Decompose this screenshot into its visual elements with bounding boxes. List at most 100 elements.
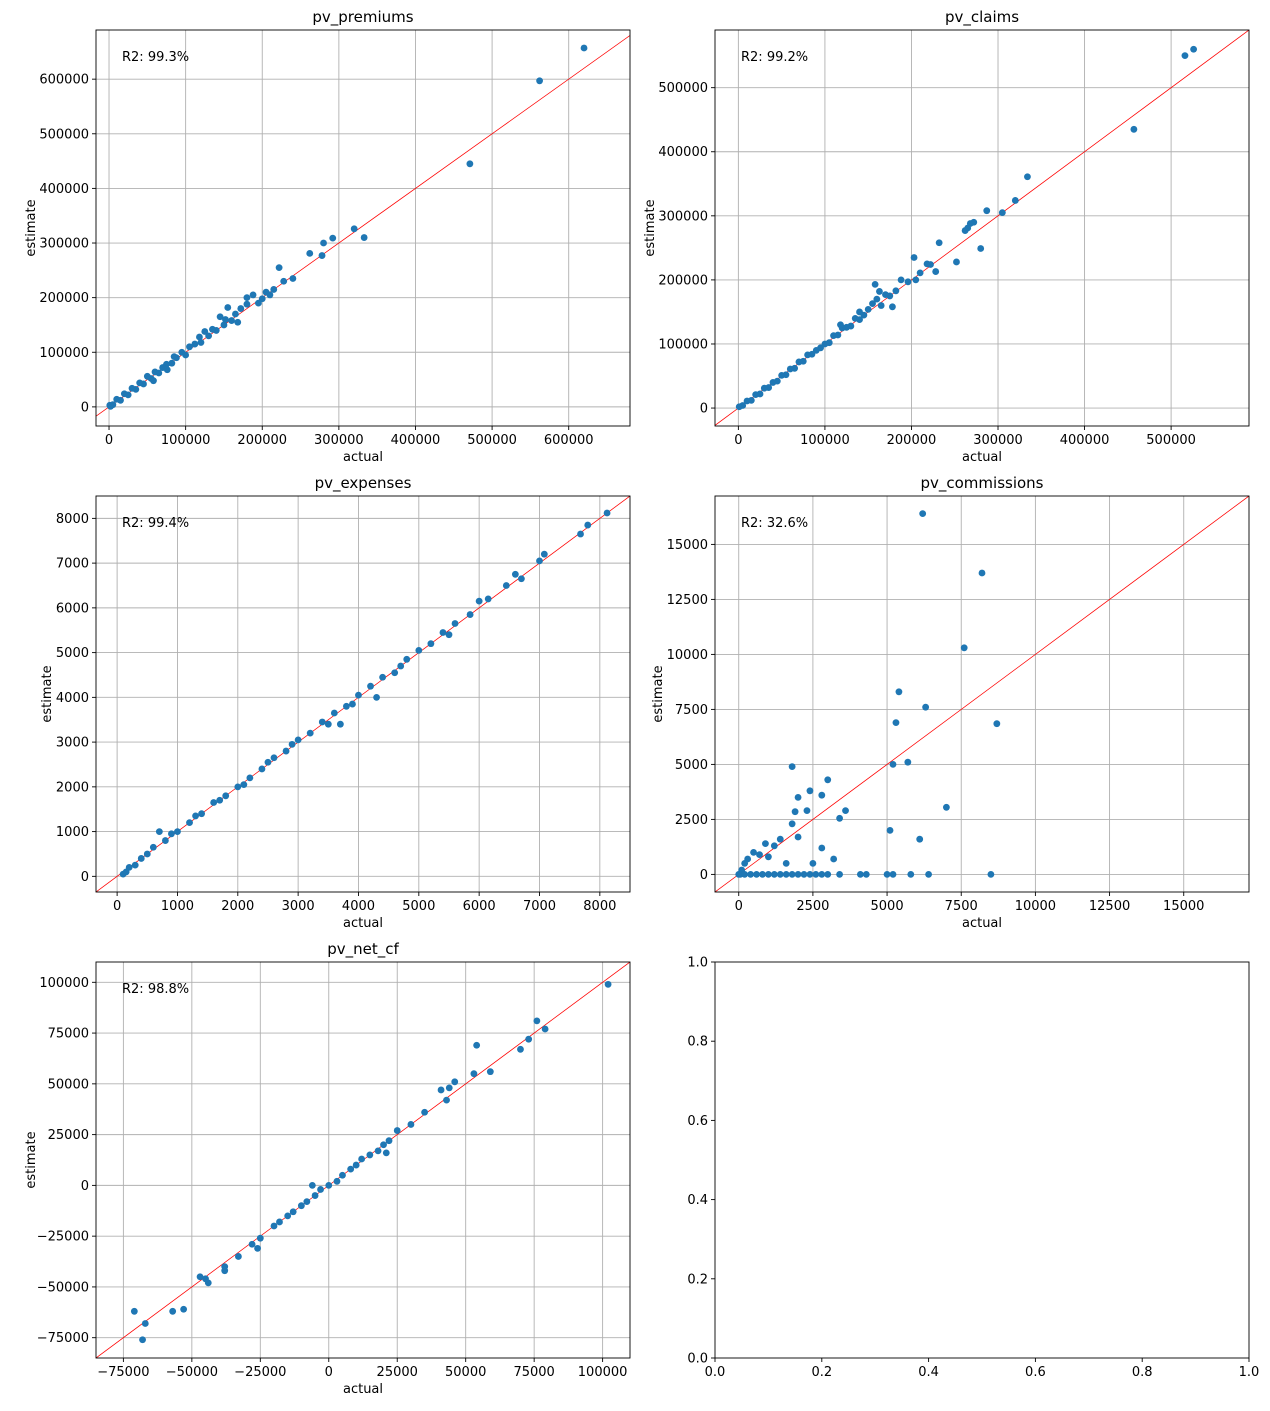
data-point [998, 209, 1006, 217]
data-point [862, 871, 870, 878]
y-axis-label: estimate [24, 199, 39, 256]
data-point [205, 332, 213, 340]
data-point [883, 871, 891, 878]
y-tick-label: 200000 [658, 273, 708, 288]
data-point [358, 1155, 366, 1163]
data-point [168, 830, 175, 838]
r2-annotation: R2: 99.4% [122, 516, 189, 531]
axes-frame [714, 29, 1250, 427]
data-point [275, 264, 283, 271]
data-point [541, 1025, 549, 1033]
data-point [794, 794, 802, 801]
data-point [953, 258, 960, 266]
data-point [122, 868, 130, 876]
data-point [788, 871, 796, 878]
data-point [330, 709, 338, 717]
data-point [197, 339, 205, 346]
y-tick-label: 12500 [667, 593, 708, 608]
data-point [804, 351, 812, 359]
data-point [759, 871, 766, 878]
y-tick-label: 100000 [39, 976, 89, 991]
data-point [329, 234, 337, 242]
data-point [288, 740, 296, 748]
data-point [904, 758, 912, 766]
data-point [517, 575, 525, 583]
data-point [910, 254, 918, 261]
y-tick-label: 400000 [658, 145, 708, 160]
y-tick-label: 0 [81, 870, 89, 885]
data-point [382, 1149, 390, 1157]
data-point [258, 295, 266, 303]
data-point [155, 828, 163, 835]
data-point [198, 810, 205, 818]
data-point [788, 763, 796, 770]
data-point [169, 1307, 177, 1315]
data-point [836, 814, 843, 822]
data-point [776, 835, 784, 843]
data-point [150, 377, 157, 385]
data-point [374, 1147, 382, 1155]
data-point [836, 871, 843, 878]
x-tick-label: 8000 [583, 899, 616, 914]
x-tick-label: 7000 [523, 899, 556, 914]
data-point [1181, 52, 1189, 60]
data-point [824, 871, 832, 878]
data-point [916, 835, 924, 843]
x-tick-label: 100000 [800, 433, 850, 448]
data-point [856, 871, 864, 878]
data-point [427, 640, 435, 648]
y-tick-label: 100000 [658, 337, 708, 352]
y-tick-label: 0.4 [687, 1193, 708, 1208]
y-tick-label: 0 [81, 1179, 89, 1194]
data-point [473, 1041, 481, 1049]
data-point [141, 1320, 149, 1327]
x-axis-label: actual [962, 450, 1002, 465]
data-point [303, 1198, 311, 1206]
data-point [765, 853, 772, 861]
data-point [466, 160, 474, 168]
data-point [380, 1141, 387, 1149]
data-point [445, 1084, 453, 1092]
data-point [876, 288, 883, 295]
y-tick-label: 2500 [675, 813, 708, 828]
data-point [466, 611, 474, 618]
data-point [451, 620, 459, 627]
data-point [289, 1208, 297, 1216]
data-point [762, 840, 769, 847]
data-point [741, 860, 749, 867]
data-point [753, 871, 760, 878]
x-tick-label: 12500 [1089, 899, 1130, 914]
identity-line [715, 496, 1249, 892]
x-tick-label: 0 [735, 899, 743, 914]
data-point [830, 855, 838, 863]
data-point [232, 310, 239, 318]
data-point [143, 372, 151, 380]
r2-annotation: R2: 99.3% [122, 50, 189, 65]
data-point [788, 820, 796, 828]
r2-annotation: R2: 98.8% [122, 982, 189, 997]
subplot-title: pv_premiums [312, 8, 413, 27]
data-point [349, 700, 356, 708]
data-point [806, 871, 814, 878]
data-point [246, 774, 254, 782]
data-point [892, 287, 900, 295]
data-point [916, 269, 924, 277]
data-point [769, 379, 777, 386]
data-point [1130, 125, 1138, 133]
y-tick-label: −25000 [37, 1230, 89, 1245]
data-point [209, 325, 216, 333]
data-point [960, 644, 968, 652]
axes-frame [95, 961, 631, 1359]
data-point [922, 703, 930, 711]
data-point [837, 321, 844, 329]
data-point [149, 843, 157, 851]
data-point [270, 754, 278, 762]
data-point [943, 803, 950, 811]
data-point [484, 595, 492, 603]
data-point [756, 851, 763, 858]
data-point [741, 871, 749, 878]
data-point [174, 828, 181, 835]
data-point [201, 328, 209, 335]
data-point [306, 729, 314, 737]
data-point [270, 286, 278, 293]
